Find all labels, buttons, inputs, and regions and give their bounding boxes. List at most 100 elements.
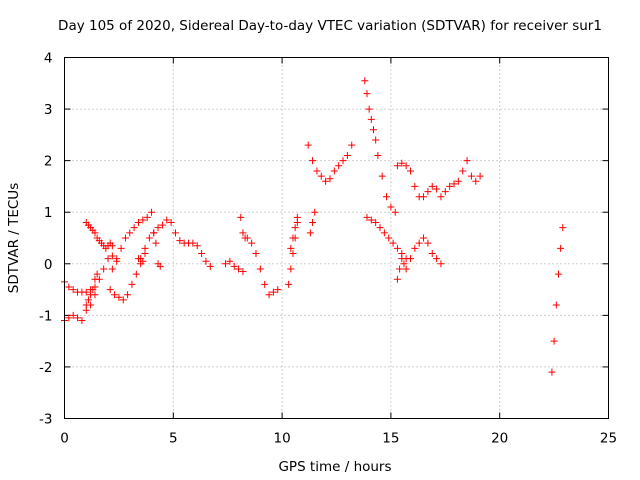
data-point — [154, 224, 162, 232]
data-point — [398, 255, 406, 263]
data-point — [391, 208, 399, 216]
data-point — [313, 167, 321, 175]
data-point — [378, 172, 386, 180]
chart-title: Day 105 of 2020, Sidereal Day-to-day VTE… — [58, 18, 602, 34]
data-point — [239, 268, 247, 276]
data-point — [446, 182, 454, 190]
data-point — [287, 265, 295, 273]
data-point — [171, 229, 179, 237]
data-point — [428, 249, 436, 257]
data-point — [311, 208, 319, 216]
data-point — [134, 255, 142, 263]
series-s20 — [548, 224, 567, 376]
data-point — [367, 216, 375, 224]
data-point — [343, 151, 351, 159]
data-point — [121, 234, 129, 242]
data-point — [150, 229, 158, 237]
data-point — [437, 193, 445, 201]
data-point — [156, 262, 164, 270]
data-point — [433, 255, 441, 263]
data-point — [476, 172, 484, 180]
y-tick-label: -3 — [39, 412, 52, 428]
data-point — [363, 90, 371, 98]
data-point — [274, 286, 282, 294]
data-point — [369, 126, 377, 134]
series-s12 — [285, 219, 301, 288]
data-point — [309, 157, 317, 165]
data-point — [309, 219, 317, 227]
data-point — [552, 301, 560, 309]
data-point — [317, 172, 325, 180]
data-point — [91, 229, 99, 237]
series-s5 — [106, 229, 158, 304]
x-axis-label: GPS time / hours — [278, 459, 391, 475]
data-point — [411, 244, 419, 252]
data-point — [472, 177, 480, 185]
data-point — [84, 296, 92, 304]
data-point — [365, 105, 373, 113]
y-tick-label: -1 — [39, 308, 52, 324]
series-s11 — [237, 213, 282, 299]
series-s13 — [287, 213, 301, 252]
data-point — [100, 265, 108, 273]
data-point — [108, 265, 116, 273]
data-point — [293, 213, 301, 221]
series-s17 — [363, 213, 445, 268]
data-point — [235, 265, 243, 273]
data-point — [139, 216, 147, 224]
data-point — [206, 262, 214, 270]
data-point — [372, 136, 380, 144]
series-s14 — [304, 141, 356, 185]
data-point — [243, 234, 251, 242]
data-point — [111, 291, 119, 299]
data-point — [261, 280, 269, 288]
y-tick-labels: -3 -2 -1 0 1 2 3 4 — [39, 51, 52, 428]
data-points — [61, 77, 567, 376]
data-point — [222, 260, 230, 268]
data-point — [339, 157, 347, 165]
data-point — [167, 219, 175, 227]
data-point — [248, 239, 256, 247]
data-point — [383, 193, 391, 201]
data-point — [230, 262, 238, 270]
data-point — [148, 208, 156, 216]
data-point — [89, 286, 97, 294]
data-point — [130, 224, 138, 232]
data-point — [374, 151, 382, 159]
data-point — [367, 115, 375, 123]
data-point — [326, 175, 334, 183]
data-point — [450, 180, 458, 188]
y-tick-label: -2 — [39, 360, 52, 376]
data-point — [387, 203, 395, 211]
data-point — [548, 368, 556, 376]
series-s8 — [150, 216, 214, 270]
series-s3 — [82, 219, 116, 252]
data-point — [143, 213, 151, 221]
x-tick-label: 20 — [491, 431, 508, 447]
data-point — [372, 219, 380, 227]
series-s15 — [306, 208, 319, 237]
grid — [64, 57, 609, 419]
series-s9 — [152, 239, 164, 270]
data-point — [361, 77, 369, 85]
data-point — [559, 224, 567, 232]
x-tick-label: 5 — [169, 431, 178, 447]
data-point — [128, 280, 136, 288]
x-tick-label: 10 — [274, 431, 291, 447]
data-point — [306, 229, 314, 237]
data-point — [69, 286, 77, 294]
y-tick-label: 0 — [44, 257, 53, 273]
data-point — [69, 311, 77, 319]
data-point — [256, 265, 264, 273]
data-point — [132, 270, 140, 278]
data-point — [441, 188, 449, 196]
data-point — [415, 239, 423, 247]
data-point — [454, 177, 462, 185]
data-point — [82, 288, 90, 296]
data-point — [400, 260, 408, 268]
data-point — [402, 265, 410, 273]
data-point — [330, 167, 338, 175]
data-point — [550, 337, 558, 345]
